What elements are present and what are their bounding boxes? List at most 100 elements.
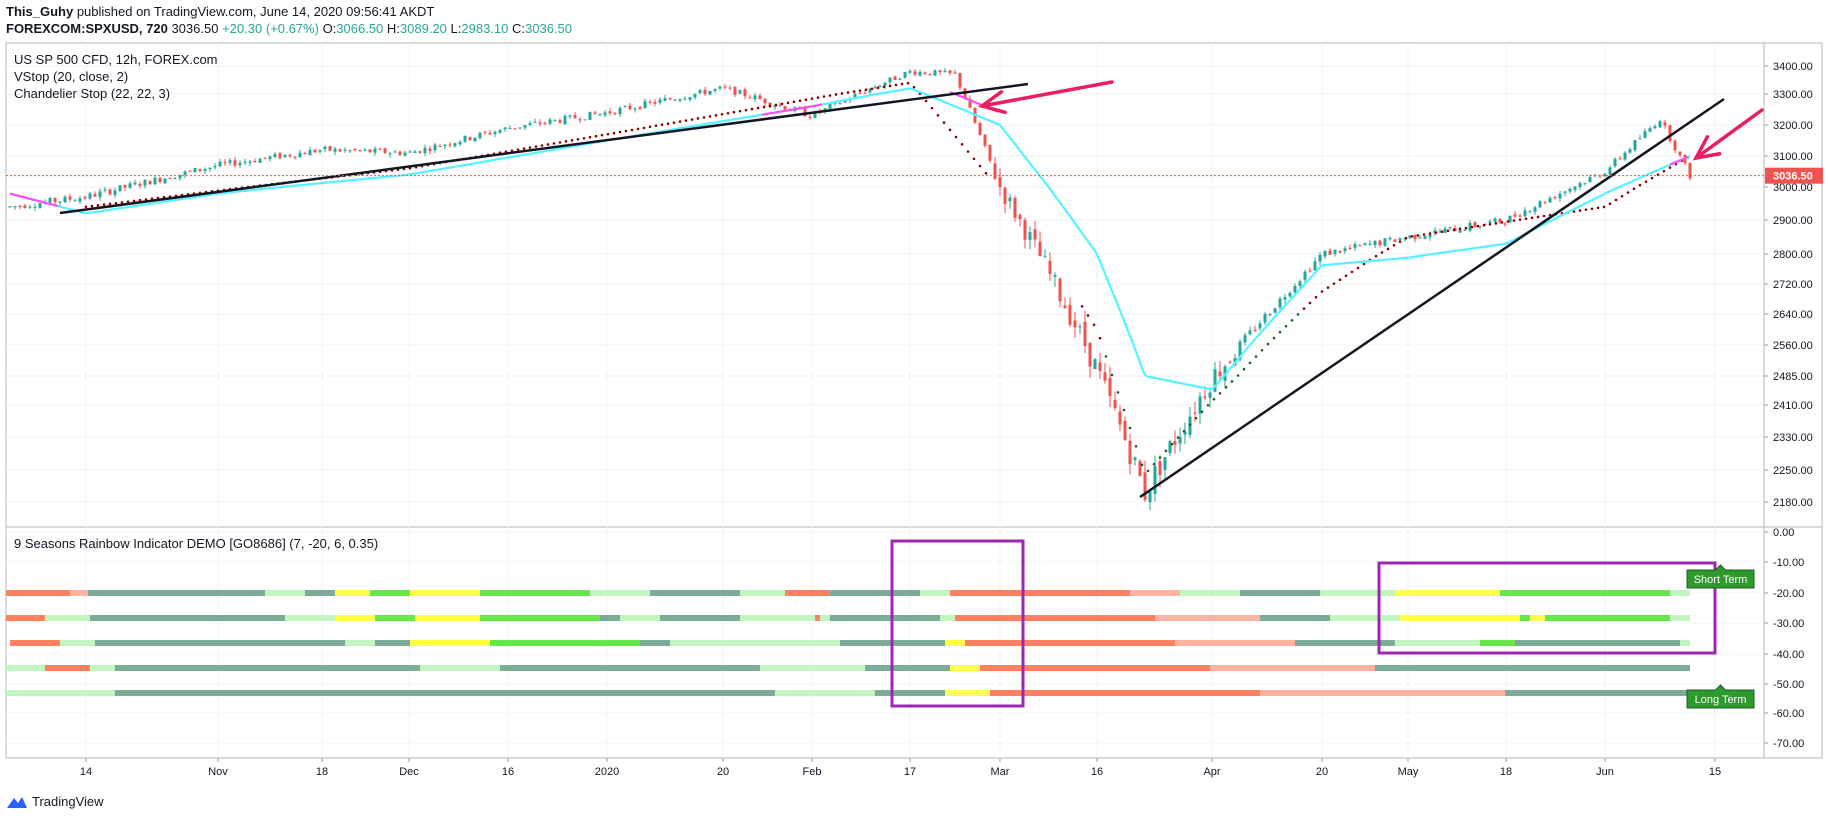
chandelier-dot <box>1596 206 1600 210</box>
chandelier-dot <box>1158 456 1162 459</box>
rainbow-band-segment <box>420 665 500 671</box>
candle-body <box>193 168 197 173</box>
candle-body <box>1603 174 1607 177</box>
chandelier-dot <box>1182 429 1186 433</box>
candle-body <box>373 148 377 153</box>
candle-body <box>1523 210 1527 217</box>
candle-body <box>698 90 702 93</box>
rainbow-band-segment <box>945 640 965 646</box>
arrow-annotation-2 <box>1692 108 1764 161</box>
candle-body <box>603 112 607 116</box>
rainbow-band-segment <box>115 665 420 671</box>
candle-body <box>1553 197 1557 199</box>
candle-body <box>1458 230 1462 233</box>
candle-body <box>263 157 267 159</box>
candle-body <box>858 92 862 94</box>
indicator-tick-label: -20.00 <box>1773 588 1804 600</box>
chandelier-dot <box>948 128 952 132</box>
candle-body <box>318 150 322 152</box>
rainbow-band-segment <box>1395 640 1480 646</box>
rainbow-band-segment <box>410 640 490 646</box>
candle-body <box>1093 359 1097 370</box>
chandelier-dot <box>612 131 616 135</box>
candle-body <box>483 131 487 133</box>
rainbow-band-segment <box>775 690 875 696</box>
candle-body <box>498 130 502 133</box>
candle-body <box>553 119 557 121</box>
candle-body <box>1153 465 1157 494</box>
candle-body <box>233 160 237 166</box>
chandelier-dot <box>642 126 646 130</box>
legend-vstop: VStop (20, close, 2) <box>14 69 129 84</box>
rainbow-band-segment <box>1505 690 1690 696</box>
candle-body <box>1298 281 1302 287</box>
candle-body <box>678 99 682 101</box>
candle-body <box>813 111 817 118</box>
candle-body <box>1368 243 1372 245</box>
rainbow-band-segment <box>45 665 90 671</box>
time-tick-label: 2020 <box>595 766 619 778</box>
tradingview-footer[interactable]: TradingView <box>6 794 104 809</box>
candle-body <box>343 149 347 151</box>
candle-body <box>1283 296 1287 300</box>
rainbow-band-segment <box>370 590 410 596</box>
candle-body <box>808 116 812 118</box>
candle-body <box>113 190 117 196</box>
candle-body <box>1143 472 1147 500</box>
chandelier-dot <box>1080 305 1084 308</box>
candle-body <box>543 122 547 124</box>
rainbow-band-segment <box>1530 615 1545 621</box>
candle-body <box>1373 241 1377 246</box>
price-tick-label: 2640.00 <box>1773 309 1813 321</box>
chandelier-dot <box>864 88 868 92</box>
candle-body <box>308 150 312 156</box>
candle-body <box>1678 151 1682 156</box>
candle-body <box>28 206 32 208</box>
chandelier-dot <box>1218 391 1222 395</box>
candle-body <box>73 200 77 202</box>
chandelier-dot <box>552 142 556 145</box>
candle-body <box>773 105 777 107</box>
candle-body <box>838 103 842 105</box>
symbol-header: FOREXCOM:SPXUSD, 720 3036.50 +20.30 (+0.… <box>6 21 572 36</box>
indicator-tick-label: -30.00 <box>1773 618 1804 630</box>
short-term-label-text: Short Term <box>1694 574 1748 586</box>
rainbow-band-segment <box>1670 590 1690 596</box>
rainbow-band-segment <box>90 665 115 671</box>
candle-body <box>938 70 942 73</box>
candle-body <box>638 107 642 109</box>
candle-body <box>978 123 982 135</box>
close-label: C: <box>512 21 526 36</box>
candle-body <box>993 163 997 179</box>
candle-body <box>23 205 27 208</box>
chandelier-dot <box>1662 169 1666 173</box>
chandelier-dot <box>978 164 982 168</box>
arrow-annotation-1 <box>978 80 1114 115</box>
candle-body <box>163 178 167 184</box>
candle-body <box>663 98 667 101</box>
arrow-annotation-1-head <box>978 90 1007 115</box>
chandelier-dot <box>744 108 748 112</box>
trendline-support-2 <box>1139 97 1725 499</box>
rainbow-band-segment <box>1180 590 1240 596</box>
rainbow-band-segment <box>1175 640 1295 646</box>
chandelier-dot <box>1440 230 1444 234</box>
candle-body <box>1258 323 1262 329</box>
candle-body <box>1443 228 1447 233</box>
chandelier-dot <box>630 128 634 132</box>
candle-body <box>943 70 947 73</box>
rainbow-band-segment <box>480 590 590 596</box>
candle-body <box>63 196 67 203</box>
chandelier-dot <box>810 97 814 100</box>
chandelier-dot <box>786 101 790 105</box>
chandelier-dot <box>762 105 766 109</box>
rainbow-band-segment <box>920 590 950 596</box>
chandelier-dot <box>1290 319 1294 322</box>
chandelier-dot <box>582 136 586 140</box>
candle-body <box>988 144 992 161</box>
candle-body <box>918 71 922 76</box>
candle-body <box>488 132 492 135</box>
chandelier-dot <box>1452 228 1456 232</box>
candle-body <box>503 127 507 130</box>
